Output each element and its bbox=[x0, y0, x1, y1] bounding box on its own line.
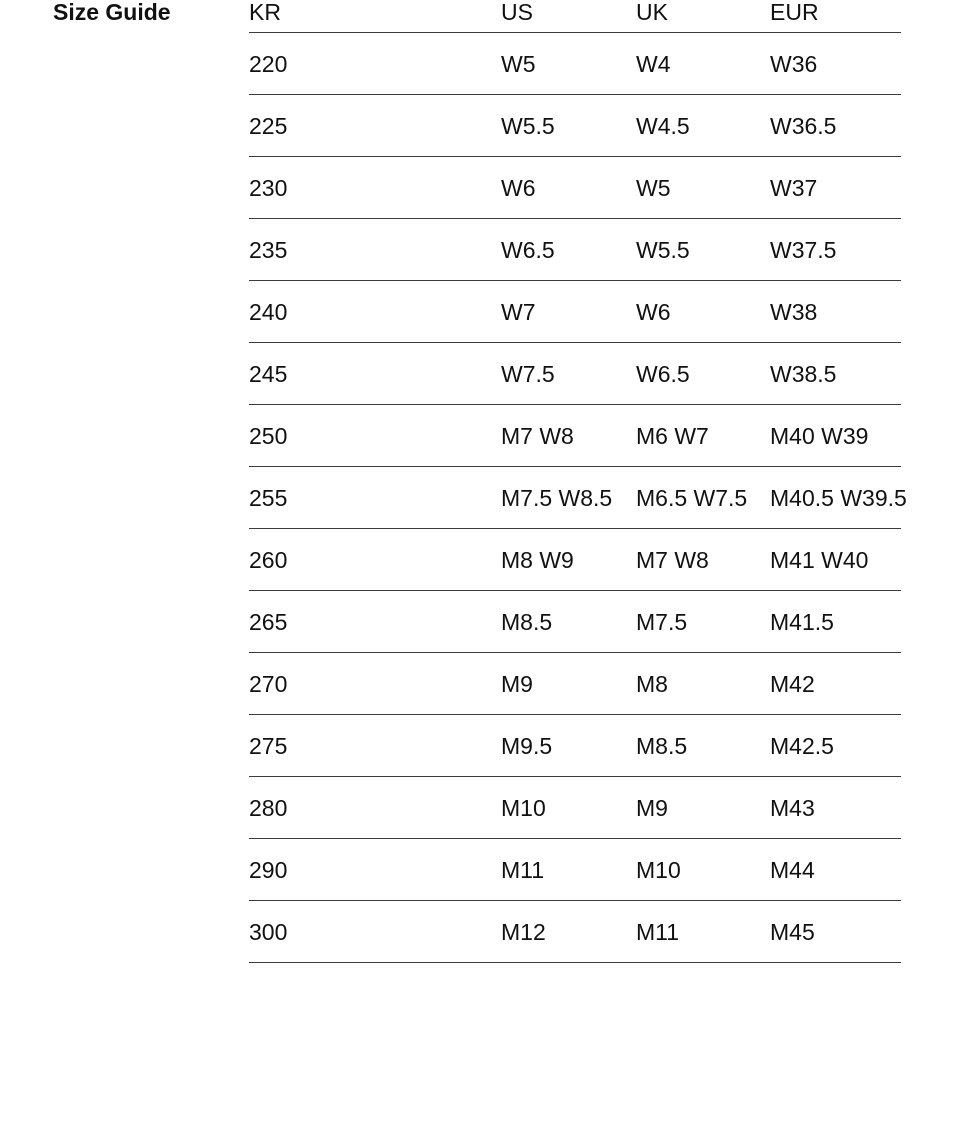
cell-uk: M7 W8 bbox=[636, 546, 709, 573]
cell-kr: 245 bbox=[249, 360, 288, 387]
table-row: 245 W7.5 W6.5 W38.5 bbox=[249, 343, 901, 405]
cell-uk: W6 bbox=[636, 298, 671, 325]
cell-us: M9.5 bbox=[501, 732, 553, 759]
cell-kr: 220 bbox=[249, 50, 288, 77]
cell-us: M10 bbox=[501, 794, 546, 821]
table-row: 255 M7.5 W8.5 M6.5 W7.5 M40.5 W39.5 bbox=[249, 467, 907, 529]
cell-us: M11 bbox=[501, 856, 545, 883]
cell-us: M7.5 W8.5 bbox=[501, 484, 613, 511]
table-row: 265 M8.5 M7.5 M41.5 bbox=[249, 591, 901, 653]
cell-uk: W5 bbox=[636, 174, 671, 201]
table-row: 270 M9 M8 M42 bbox=[249, 653, 901, 715]
cell-eur: M41 W40 bbox=[770, 546, 869, 573]
cell-eur: W37.5 bbox=[770, 236, 837, 263]
cell-uk: M10 bbox=[636, 856, 681, 883]
cell-us: M8.5 bbox=[501, 608, 553, 635]
cell-uk: W4.5 bbox=[636, 112, 690, 139]
cell-eur: M41.5 bbox=[770, 608, 834, 635]
table-row: 280 M10 M9 M43 bbox=[249, 777, 901, 839]
cell-kr: 225 bbox=[249, 112, 288, 139]
cell-us: M8 W9 bbox=[501, 546, 574, 573]
cell-kr: 255 bbox=[249, 484, 288, 511]
cell-uk: M8 bbox=[636, 670, 668, 697]
table-row: 290 M11 M10 M44 bbox=[249, 839, 901, 901]
cell-eur: M42 bbox=[770, 670, 815, 697]
page-title: Size Guide bbox=[53, 0, 171, 25]
cell-uk: M8.5 bbox=[636, 732, 688, 759]
column-header-eur: EUR bbox=[770, 0, 819, 25]
cell-kr: 275 bbox=[249, 732, 288, 759]
cell-us: W5.5 bbox=[501, 112, 555, 139]
cell-eur: W38 bbox=[770, 298, 818, 325]
cell-uk: W6.5 bbox=[636, 360, 690, 387]
cell-kr: 265 bbox=[249, 608, 288, 635]
cell-kr: 235 bbox=[249, 236, 288, 263]
cell-uk: M6 W7 bbox=[636, 422, 709, 449]
cell-eur: M43 bbox=[770, 794, 815, 821]
column-header-us: US bbox=[501, 0, 533, 25]
cell-eur: M40 W39 bbox=[770, 422, 869, 449]
cell-kr: 240 bbox=[249, 298, 288, 325]
cell-uk: M11 bbox=[636, 918, 680, 945]
cell-uk: W4 bbox=[636, 50, 671, 77]
cell-kr: 300 bbox=[249, 918, 288, 945]
cell-us: W7.5 bbox=[501, 360, 555, 387]
cell-us: W5 bbox=[501, 50, 536, 77]
cell-eur: W38.5 bbox=[770, 360, 837, 387]
cell-kr: 250 bbox=[249, 422, 288, 449]
table-header-row: KR US UK EUR bbox=[249, 0, 901, 33]
table-row: 250 M7 W8 M6 W7 M40 W39 bbox=[249, 405, 901, 467]
cell-uk: M9 bbox=[636, 794, 668, 821]
cell-kr: 290 bbox=[249, 856, 288, 883]
table-row: 235 W6.5 W5.5 W37.5 bbox=[249, 219, 901, 281]
column-header-kr: KR bbox=[249, 0, 281, 25]
cell-eur: W37 bbox=[770, 174, 818, 201]
table-row: 260 M8 W9 M7 W8 M41 W40 bbox=[249, 529, 901, 591]
column-header-uk: UK bbox=[636, 0, 668, 25]
cell-us: M12 bbox=[501, 918, 546, 945]
cell-eur: W36.5 bbox=[770, 112, 837, 139]
cell-uk: M7.5 bbox=[636, 608, 688, 635]
cell-us: M9 bbox=[501, 670, 533, 697]
cell-kr: 280 bbox=[249, 794, 288, 821]
cell-us: W6.5 bbox=[501, 236, 555, 263]
cell-us: M7 W8 bbox=[501, 422, 574, 449]
cell-eur: M44 bbox=[770, 856, 815, 883]
cell-us: W6 bbox=[501, 174, 536, 201]
cell-kr: 260 bbox=[249, 546, 288, 573]
table-row: 225 W5.5 W4.5 W36.5 bbox=[249, 95, 901, 157]
cell-uk: M6.5 W7.5 bbox=[636, 484, 748, 511]
cell-kr: 230 bbox=[249, 174, 288, 201]
cell-eur: M40.5 W39.5 bbox=[770, 484, 907, 511]
cell-uk: W5.5 bbox=[636, 236, 690, 263]
table-row: 230 W6 W5 W37 bbox=[249, 157, 901, 219]
cell-kr: 270 bbox=[249, 670, 288, 697]
cell-eur: M42.5 bbox=[770, 732, 834, 759]
table-row: 220 W5 W4 W36 bbox=[249, 33, 901, 95]
table-row: 240 W7 W6 W38 bbox=[249, 281, 901, 343]
cell-eur: M45 bbox=[770, 918, 815, 945]
cell-us: W7 bbox=[501, 298, 536, 325]
table-row: 300 M12 M11 M45 bbox=[249, 901, 901, 963]
size-conversion-table: KR US UK EUR 220 W5 W4 W36 225 W5.5 W4.5… bbox=[249, 0, 907, 963]
cell-eur: W36 bbox=[770, 50, 818, 77]
table-row: 275 M9.5 M8.5 M42.5 bbox=[249, 715, 901, 777]
